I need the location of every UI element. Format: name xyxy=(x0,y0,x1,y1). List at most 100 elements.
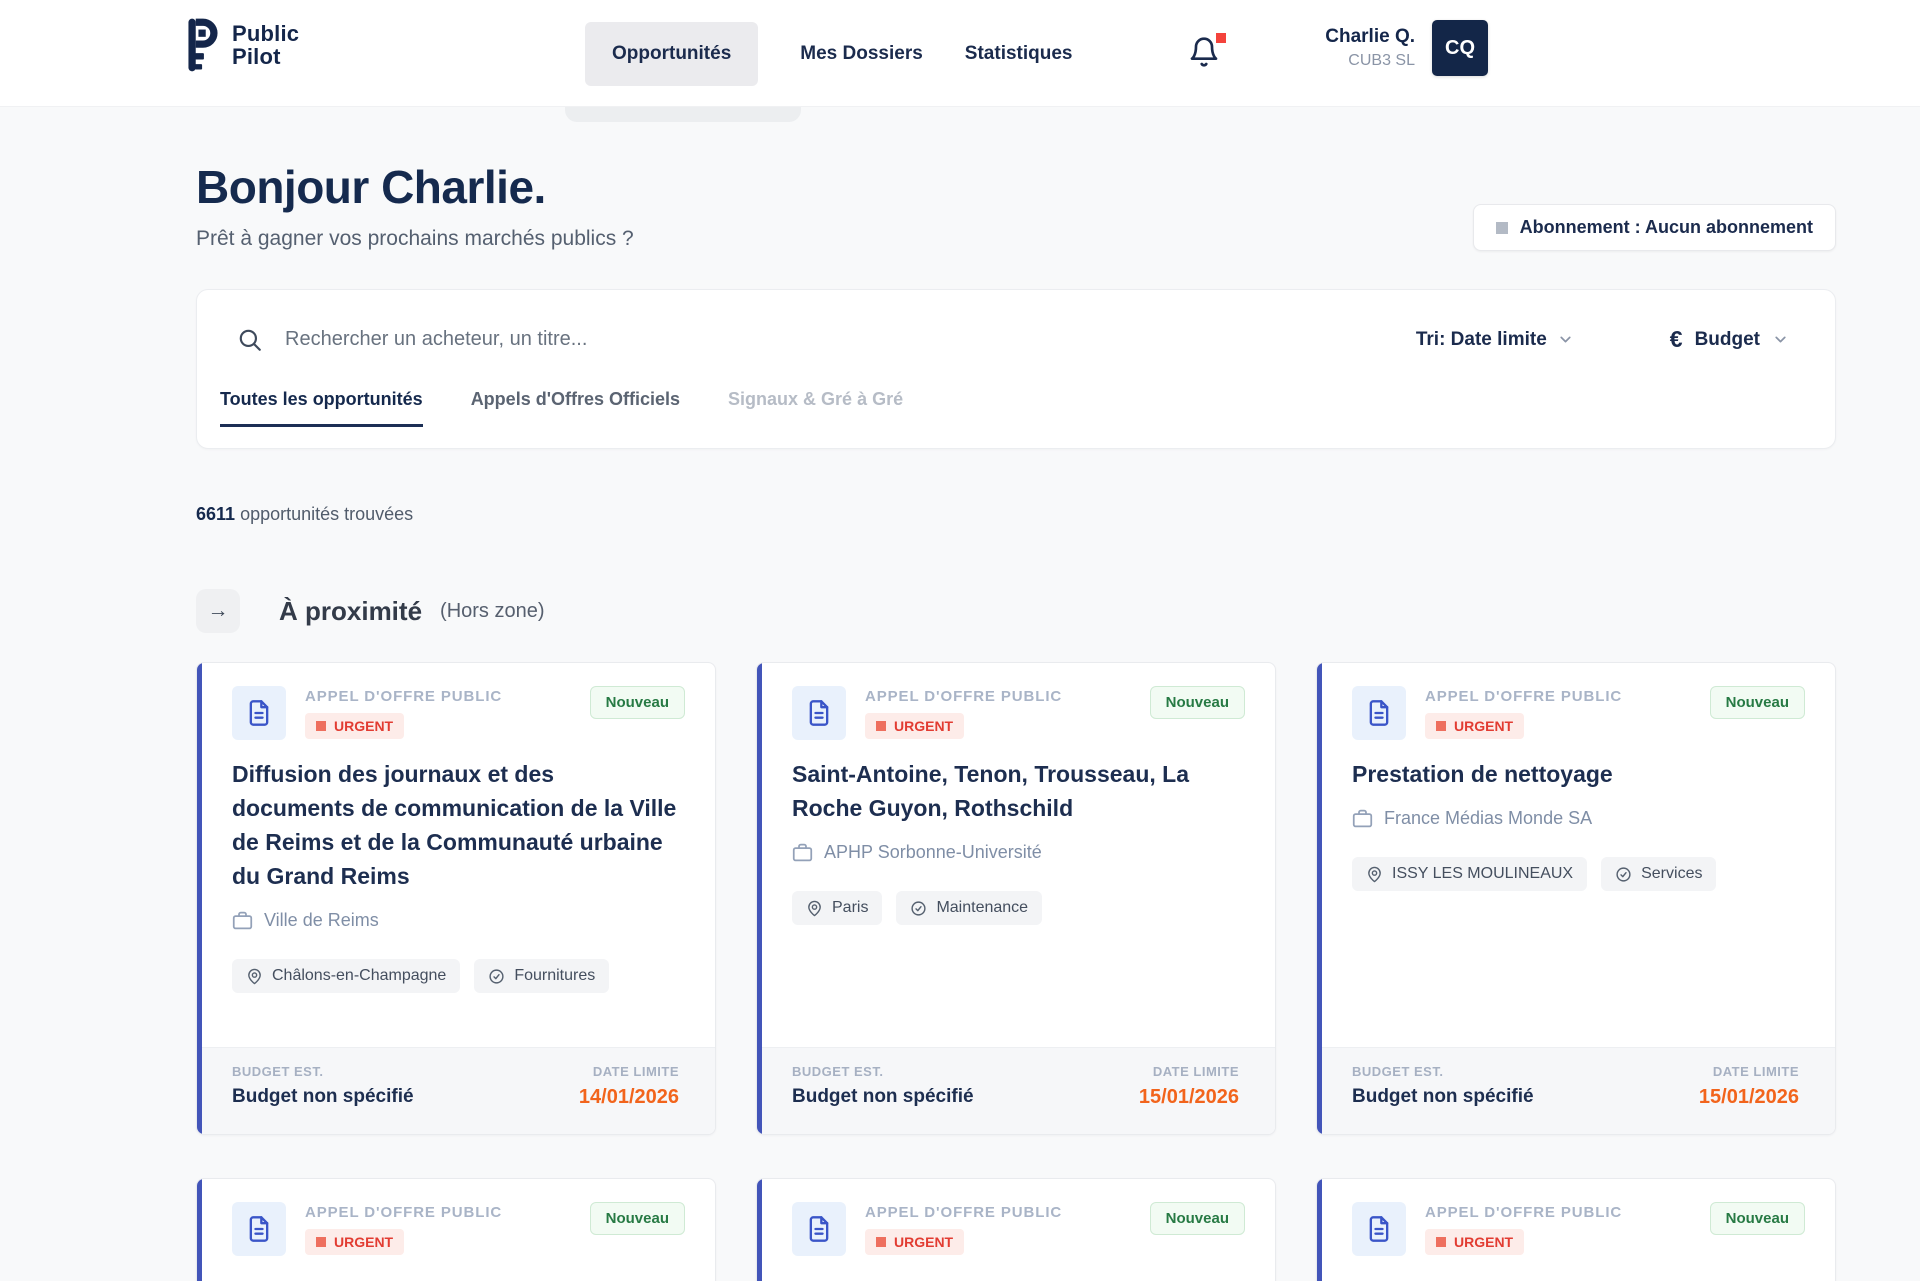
document-icon xyxy=(1352,1202,1406,1256)
card-footer: BUDGET EST. Budget non spécifié DATE LIM… xyxy=(1317,1047,1835,1134)
opportunity-card[interactable]: APPEL D'OFFRE PUBLIC URGENT Nouveau xyxy=(1316,1178,1836,1281)
sort-dropdown[interactable]: Tri: Date limite xyxy=(1416,329,1574,351)
user-menu[interactable]: Charlie Q. CUB3 SL CQ xyxy=(1325,20,1488,76)
section-subtitle: (Hors zone) xyxy=(440,599,545,622)
deadline-date: 14/01/2026 xyxy=(578,1086,679,1108)
location-tag: ISSY LES MOULINEAUX xyxy=(1352,857,1588,891)
urgent-badge: URGENT xyxy=(865,1229,965,1255)
card-header: APPEL D'OFFRE PUBLIC URGENT Nouveau xyxy=(757,1179,1275,1256)
card-organization: APHP Sorbonne-Université xyxy=(792,842,1239,863)
card-type-label: APPEL D'OFFRE PUBLIC xyxy=(1425,1204,1623,1221)
new-badge: Nouveau xyxy=(1149,1202,1245,1235)
opportunity-card[interactable]: APPEL D'OFFRE PUBLIC URGENT Nouveau xyxy=(756,1178,1276,1281)
urgent-square-icon xyxy=(1436,721,1446,731)
card-type-label: APPEL D'OFFRE PUBLIC xyxy=(1425,688,1623,705)
card-tags: ISSY LES MOULINEAUX Services xyxy=(1352,857,1799,891)
card-title: Diffusion des journaux et des documents … xyxy=(232,761,677,889)
card-header: APPEL D'OFFRE PUBLIC URGENT Nouveau xyxy=(757,663,1275,740)
user-name: Charlie Q. xyxy=(1325,26,1415,47)
card-header: APPEL D'OFFRE PUBLIC URGENT Nouveau xyxy=(197,1179,715,1256)
opportunity-card[interactable]: APPEL D'OFFRE PUBLIC URGENT Nouveau Sain… xyxy=(756,662,1276,1135)
card-footer: BUDGET EST. Budget non spécifié DATE LIM… xyxy=(757,1047,1275,1134)
chevron-down-icon xyxy=(1557,331,1574,348)
urgent-badge: URGENT xyxy=(305,713,405,739)
opportunity-card[interactable]: APPEL D'OFFRE PUBLIC URGENT Nouveau Pres… xyxy=(1316,662,1836,1135)
search-panel: Tri: Date limite € Budget Toutes les opp… xyxy=(196,289,1836,449)
urgent-square-icon xyxy=(876,721,886,731)
card-header: APPEL D'OFFRE PUBLIC URGENT Nouveau xyxy=(1317,1179,1835,1256)
card-header: APPEL D'OFFRE PUBLIC URGENT Nouveau xyxy=(1317,663,1835,740)
sort-label: Tri: Date limite xyxy=(1415,328,1547,350)
card-accent-bar xyxy=(197,663,202,1134)
user-company: CUB3 SL xyxy=(1348,52,1415,69)
hero-text: Bonjour Charlie. Prêt à gagner vos proch… xyxy=(196,160,634,251)
category-tag: Fournitures xyxy=(474,959,610,993)
results-count-suffix: opportunités trouvées xyxy=(235,504,414,524)
urgent-square-icon xyxy=(316,1237,326,1247)
active-tab-shadow xyxy=(565,107,801,122)
deadline-block: DATE LIMITE 15/01/2026 xyxy=(1138,1064,1239,1108)
location-pin-icon xyxy=(1368,866,1381,882)
card-type-label: APPEL D'OFFRE PUBLIC xyxy=(865,1204,1063,1221)
section-title: À proximité xyxy=(279,595,423,626)
new-badge: Nouveau xyxy=(1709,1202,1805,1235)
avatar[interactable]: CQ xyxy=(1432,20,1488,76)
card-accent-bar xyxy=(757,663,762,1134)
document-icon xyxy=(792,1202,846,1256)
urgent-badge: URGENT xyxy=(1425,713,1525,739)
briefcase-icon xyxy=(792,843,813,862)
tab-toutes-les-opportunites[interactable]: Toutes les opportunités xyxy=(220,389,423,427)
page-subtitle: Prêt à gagner vos prochains marchés publ… xyxy=(196,227,634,250)
document-icon xyxy=(1352,686,1406,740)
chevron-down-icon xyxy=(1772,331,1789,348)
search-row: Tri: Date limite € Budget xyxy=(197,290,1835,389)
urgent-square-icon xyxy=(1436,1237,1446,1247)
card-type-block: APPEL D'OFFRE PUBLIC URGENT xyxy=(1425,686,1622,739)
section-arrow-button[interactable]: → xyxy=(196,589,240,633)
card-type-block: APPEL D'OFFRE PUBLIC URGENT xyxy=(305,686,502,739)
search-input[interactable] xyxy=(285,328,1416,351)
budget-block: BUDGET EST. Budget non spécifié xyxy=(792,1064,974,1107)
card-type-label: APPEL D'OFFRE PUBLIC xyxy=(865,688,1063,705)
deadline-block: DATE LIMITE 14/01/2026 xyxy=(578,1064,679,1108)
card-tags: Châlons-en-Champagne Fournitures xyxy=(232,959,679,993)
tab-signaux-gre-a-gre[interactable]: Signaux & Gré à Gré xyxy=(728,389,904,409)
new-badge: Nouveau xyxy=(589,686,685,719)
tab-appels-offres-officiels[interactable]: Appels d'Offres Officiels xyxy=(470,389,681,409)
category-tag: Maintenance xyxy=(896,891,1043,925)
location-pin-icon xyxy=(808,900,821,916)
card-type-block: APPEL D'OFFRE PUBLIC URGENT xyxy=(865,686,1062,739)
urgent-badge: URGENT xyxy=(305,1229,405,1255)
budget-dropdown[interactable]: € Budget xyxy=(1670,326,1789,353)
urgent-badge: URGENT xyxy=(1425,1229,1525,1255)
new-badge: Nouveau xyxy=(589,1202,685,1235)
card-type-label: APPEL D'OFFRE PUBLIC xyxy=(305,1204,503,1221)
arrow-right-icon: → xyxy=(207,599,229,622)
brand-logo[interactable]: Public Pilot xyxy=(183,16,299,74)
urgent-square-icon xyxy=(316,721,326,731)
new-badge: Nouveau xyxy=(1149,686,1245,719)
opportunity-tabs: Toutes les opportunités Appels d'Offres … xyxy=(197,389,1835,427)
nav-item-statistiques[interactable]: Statistiques xyxy=(964,42,1073,64)
check-circle-icon xyxy=(489,968,504,984)
main-content: Bonjour Charlie. Prêt à gagner vos proch… xyxy=(196,160,1836,1281)
user-info: Charlie Q. CUB3 SL xyxy=(1325,26,1415,70)
notifications-button[interactable] xyxy=(1188,33,1226,72)
section-header-proximite: → À proximité (Hors zone) xyxy=(196,589,1836,633)
subscription-chip[interactable]: Abonnement : Aucun abonnement xyxy=(1472,204,1836,251)
results-count-line: 6611 opportunités trouvées xyxy=(196,504,1836,525)
card-header: APPEL D'OFFRE PUBLIC URGENT Nouveau xyxy=(197,663,715,740)
deadline-block: DATE LIMITE 15/01/2026 xyxy=(1698,1064,1799,1108)
deadline-date: 15/01/2026 xyxy=(1138,1086,1239,1108)
opportunity-card[interactable]: APPEL D'OFFRE PUBLIC URGENT Nouveau Diff… xyxy=(196,662,716,1135)
budget-block: BUDGET EST. Budget non spécifié xyxy=(232,1064,414,1107)
document-icon xyxy=(232,686,286,740)
hero-section: Bonjour Charlie. Prêt à gagner vos proch… xyxy=(196,160,1836,251)
nav-item-mes-dossiers[interactable]: Mes Dossiers xyxy=(800,42,923,64)
card-accent-bar xyxy=(1317,1179,1322,1281)
card-type-label: APPEL D'OFFRE PUBLIC xyxy=(305,688,503,705)
urgent-badge: URGENT xyxy=(865,713,965,739)
budget-label: Budget xyxy=(1694,328,1760,350)
opportunity-card[interactable]: APPEL D'OFFRE PUBLIC URGENT Nouveau xyxy=(196,1178,716,1281)
nav-item-opportunites[interactable]: Opportunités xyxy=(585,21,759,86)
